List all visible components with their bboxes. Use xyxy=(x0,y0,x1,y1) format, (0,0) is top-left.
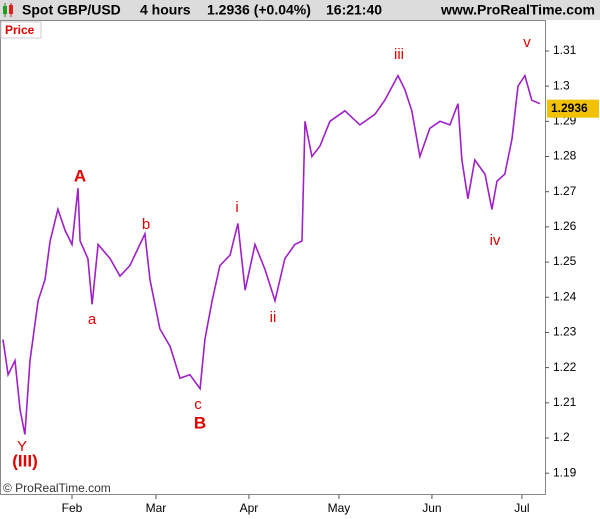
site: www.ProRealTime.com xyxy=(440,2,595,18)
last-price-tag xyxy=(547,99,599,118)
wave-label: iii xyxy=(394,46,404,63)
y-tick-label: 1.24 xyxy=(553,289,577,303)
x-tick-label: Mar xyxy=(146,501,167,515)
wave-label: v xyxy=(523,34,531,51)
wave-label: ii xyxy=(270,309,277,326)
x-tick-label: May xyxy=(328,501,351,515)
wave-label: (III) xyxy=(12,451,38,470)
x-tick-label: Apr xyxy=(240,501,259,515)
period: 4 hours xyxy=(140,2,191,18)
y-tick-label: 1.21 xyxy=(553,395,577,409)
wave-label: Y xyxy=(17,438,27,455)
header-icon xyxy=(3,3,13,17)
x-tick-label: Jun xyxy=(422,501,441,515)
symbol: Spot GBP/USD xyxy=(22,2,121,18)
y-tick-label: 1.25 xyxy=(553,254,577,268)
y-tick-label: 1.19 xyxy=(553,465,577,479)
wave-label: c xyxy=(194,396,202,413)
wave-label: B xyxy=(194,413,206,432)
x-tick-label: Feb xyxy=(62,501,83,515)
price-line xyxy=(2,73,541,435)
panel-label: Price xyxy=(5,23,35,37)
y-tick-label: 1.26 xyxy=(553,219,577,233)
y-tick-label: 1.22 xyxy=(553,360,577,374)
y-tick-label: 1.31 xyxy=(553,43,577,57)
time: 16:21:40 xyxy=(326,2,382,18)
wave-label: b xyxy=(142,216,150,233)
quote: 1.2936 (+0.04%) xyxy=(207,2,311,18)
y-tick-label: 1.27 xyxy=(553,184,577,198)
y-tick-label: 1.23 xyxy=(553,325,577,339)
wave-label: iv xyxy=(490,232,501,249)
x-tick-label: Jul xyxy=(514,501,529,515)
y-tick-label: 1.2 xyxy=(553,430,570,444)
copyright: © ProRealTime.com xyxy=(3,481,111,495)
wave-label: a xyxy=(88,311,97,328)
wave-label: A xyxy=(74,166,86,185)
y-tick-label: 1.3 xyxy=(553,78,570,92)
panel-label-box xyxy=(0,21,42,39)
header-bar xyxy=(0,0,600,20)
plot-frame xyxy=(0,20,546,495)
last-price-label: 1.2936 xyxy=(551,101,588,115)
y-tick-label: 1.28 xyxy=(553,149,577,163)
wave-label: i xyxy=(235,199,238,216)
